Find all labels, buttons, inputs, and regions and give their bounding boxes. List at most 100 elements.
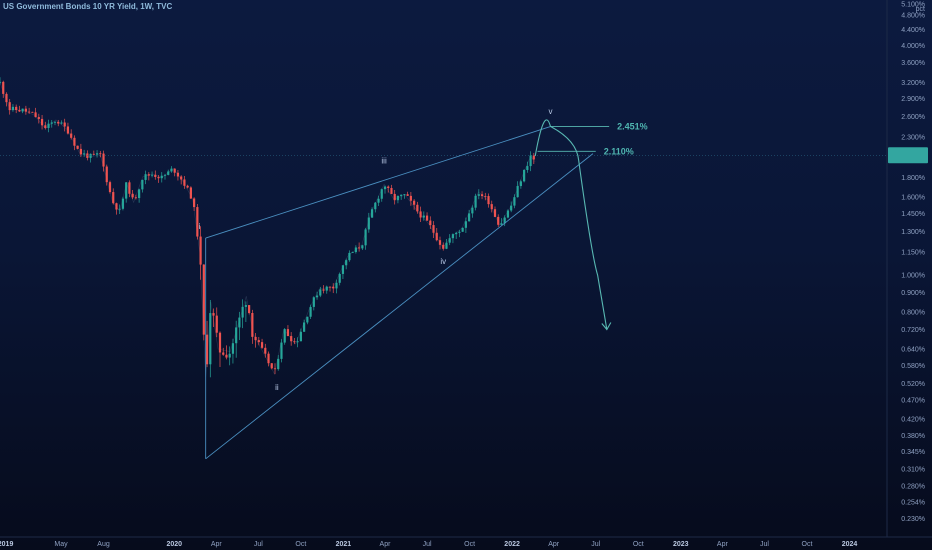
candle-body (31, 111, 34, 113)
candle (144, 170, 147, 185)
candle-body (448, 238, 451, 243)
candle-body (76, 145, 79, 149)
chart-title: US Government Bonds 10 YR Yield, 1W, TVC (3, 2, 173, 11)
candle (60, 120, 63, 125)
candle (348, 250, 351, 262)
candle (303, 319, 306, 332)
candle-body (260, 342, 264, 348)
candle-body (222, 352, 225, 355)
candle (309, 304, 312, 319)
wave-label: iii (381, 157, 387, 166)
candle-body (396, 195, 400, 201)
y-tick-label: 0.580% (901, 363, 925, 370)
y-tick-label: 3.200% (901, 80, 925, 87)
candle (526, 161, 529, 173)
candle-body (429, 220, 432, 226)
candle-body (419, 211, 422, 218)
candle-body (442, 244, 445, 249)
candle (205, 320, 209, 368)
candle (183, 176, 186, 189)
x-tick-label: Apr (380, 541, 392, 548)
candle-body (471, 207, 474, 214)
candle (79, 143, 82, 157)
wave-label: ii (275, 383, 279, 392)
y-tick-label: 0.470% (901, 398, 925, 405)
time-axis[interactable]: 2019 May Aug 2020 Apr Jul Oct 2021 Apr Jul Oct 2022… (0, 541, 857, 548)
candle-body (134, 197, 137, 199)
candle (212, 308, 215, 327)
candle (11, 104, 15, 112)
candle (419, 206, 422, 223)
candle (53, 120, 57, 126)
candle (222, 347, 225, 356)
candle-body (322, 289, 325, 291)
y-tick-label: 4.400% (901, 27, 925, 34)
candle-body (160, 175, 163, 179)
candle-body (490, 204, 493, 210)
candle (487, 193, 490, 208)
candle (325, 285, 328, 294)
candle (102, 150, 105, 172)
candle (335, 279, 338, 294)
candle (367, 212, 370, 233)
candle-body (131, 193, 134, 198)
y-unit-label: pct (916, 6, 925, 13)
candle (442, 242, 445, 251)
y-tick-label: 0.520% (901, 381, 925, 388)
price-axis[interactable]: 5.100% 4.800% 4.400% 4.000% 3.600% 3.200% 2.90… (888, 2, 928, 524)
candle (425, 212, 429, 221)
y-tick-label: 1.800% (901, 175, 925, 182)
candle (374, 201, 377, 213)
candle-body (290, 336, 293, 342)
x-tick-label: 2020 (166, 541, 182, 548)
candle-body (383, 186, 387, 190)
candle (461, 227, 464, 232)
candle (458, 229, 461, 238)
candle (354, 245, 357, 254)
candle-body (338, 273, 341, 283)
wave-label: i (199, 222, 201, 231)
candle-body (66, 126, 70, 134)
candle (510, 201, 513, 213)
candle-body (115, 203, 118, 210)
candle-body (53, 121, 57, 123)
candle (141, 179, 144, 193)
candle (170, 166, 173, 173)
candle (435, 227, 438, 242)
candle (209, 299, 212, 378)
x-tick-label: 2019 (0, 541, 13, 548)
y-tick-label: 0.800% (901, 310, 925, 317)
candle (228, 346, 231, 366)
candle (225, 345, 228, 360)
candle-body (202, 264, 205, 335)
candle (283, 328, 286, 345)
candle-body (95, 153, 99, 155)
candle (480, 191, 484, 200)
candle-body (273, 368, 277, 370)
candle (34, 107, 37, 118)
candle (157, 175, 160, 183)
candle-body (86, 153, 89, 158)
candle (484, 192, 487, 201)
candle-body (199, 236, 202, 265)
candle-body (487, 196, 490, 205)
candle (270, 363, 273, 370)
candle-body (105, 166, 108, 183)
candle-body (325, 286, 328, 291)
y-tick-label: 3.600% (901, 60, 925, 67)
candle-body (422, 215, 425, 218)
candle (118, 204, 121, 215)
candle-body (183, 179, 186, 186)
candle-body (458, 231, 461, 233)
candle-body (193, 198, 196, 208)
candle (163, 173, 167, 180)
candle (18, 105, 21, 113)
candle-body (510, 205, 513, 211)
candle-body (506, 210, 510, 218)
candle (409, 191, 412, 206)
x-tick-label: Oct (802, 541, 813, 548)
current-price-marker[interactable] (888, 147, 928, 164)
